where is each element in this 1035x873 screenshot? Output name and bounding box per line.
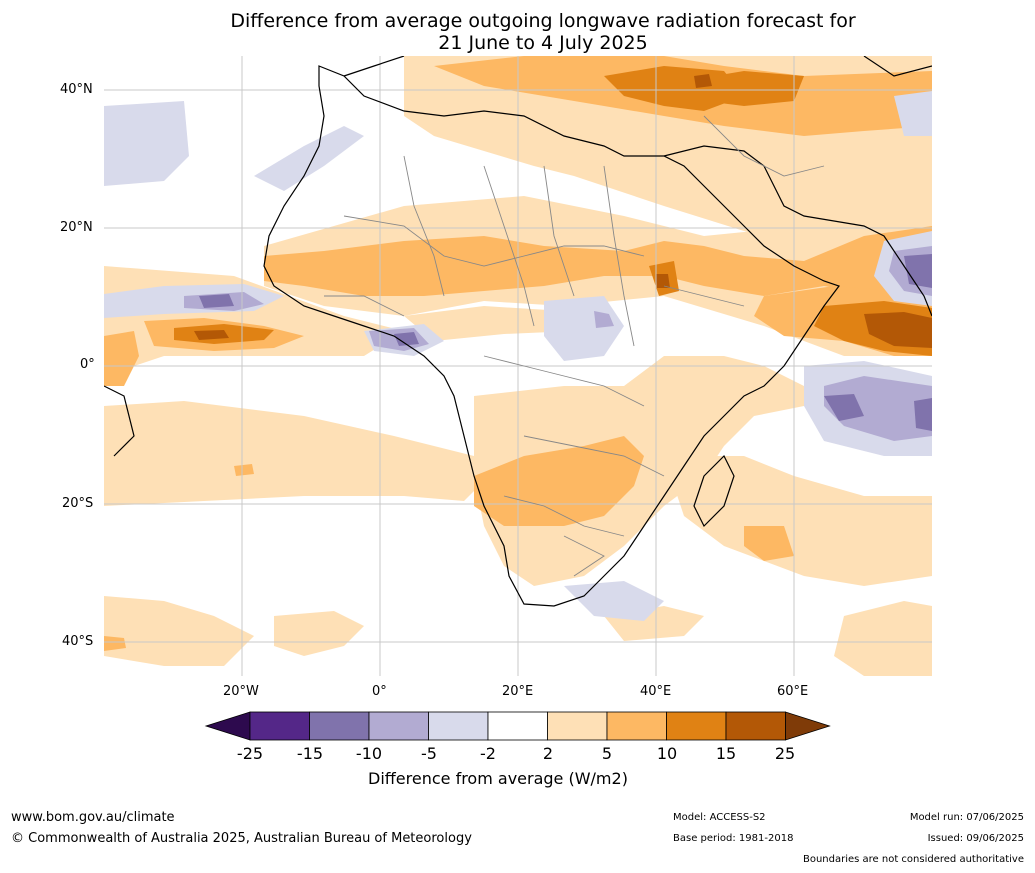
title-line-1: Difference from average outgoing longwav…	[230, 10, 856, 32]
lon-label-20w: 20°W	[223, 684, 259, 699]
title-line-2: 21 June to 4 July 2025	[438, 32, 648, 54]
colorbar-tick-label: -5	[421, 744, 437, 763]
colorbar-arrow-high	[785, 711, 831, 741]
colorbar-segment	[428, 711, 489, 741]
colorbar-tick-label: -15	[296, 744, 324, 763]
lon-label-20e: 20°E	[502, 684, 534, 699]
colorbar-tick-label: -2	[480, 744, 496, 763]
country-boundaries	[324, 115, 825, 577]
base-period-text: Base period: 1981-2018	[673, 833, 794, 844]
map-title: Difference from average outgoing longwav…	[0, 10, 1035, 54]
lat-label-20n: 20°N	[60, 220, 93, 235]
coastlines	[104, 56, 932, 607]
anomaly-dark-purple	[199, 254, 932, 431]
colorbar-segment	[666, 711, 727, 741]
copyright-text: © Commonwealth of Australia 2025, Austra…	[11, 831, 472, 846]
lat-label-20s: 20°S	[62, 496, 94, 511]
colorbar-segment	[249, 711, 310, 741]
model-run-text: Model run: 07/06/2025	[909, 812, 1024, 823]
map-panel	[104, 56, 932, 676]
colorbar-title: Difference from average (W/m2)	[368, 769, 628, 788]
colorbar-tick-label: -10	[355, 744, 383, 763]
lat-label-40n: 40°N	[60, 82, 93, 97]
colorbar-segment	[547, 711, 608, 741]
colorbar-segment	[606, 711, 667, 741]
colorbar-segment	[309, 711, 370, 741]
issued-text: Issued: 09/06/2025	[927, 833, 1024, 844]
lon-label-60e: 60°E	[777, 684, 809, 699]
website-link[interactable]: www.bom.gov.au/climate	[11, 810, 175, 825]
colorbar-tick-label: 15	[715, 744, 737, 763]
colorbar-tick-label: 2	[542, 744, 554, 763]
colorbar-tick-label: 25	[774, 744, 796, 763]
colorbar	[204, 711, 831, 741]
colorbar-segment	[725, 711, 786, 741]
colorbar-tick-label: 5	[601, 744, 613, 763]
model-text: Model: ACCESS-S2	[673, 812, 766, 823]
disclaimer-text: Boundaries are not considered authoritat…	[802, 854, 1024, 865]
lon-label-40e: 40°E	[640, 684, 672, 699]
colorbar-arrow-low	[204, 711, 251, 741]
colorbar-segment	[487, 711, 548, 741]
lat-label-40s: 40°S	[62, 634, 94, 649]
graticule	[104, 56, 932, 676]
colorbar-tick-label: -25	[236, 744, 264, 763]
lat-label-0: 0°	[80, 357, 95, 372]
colorbar-tick-label: 10	[656, 744, 678, 763]
anomaly-map	[104, 56, 932, 676]
lon-label-0: 0°	[372, 684, 387, 699]
colorbar-segment	[368, 711, 429, 741]
